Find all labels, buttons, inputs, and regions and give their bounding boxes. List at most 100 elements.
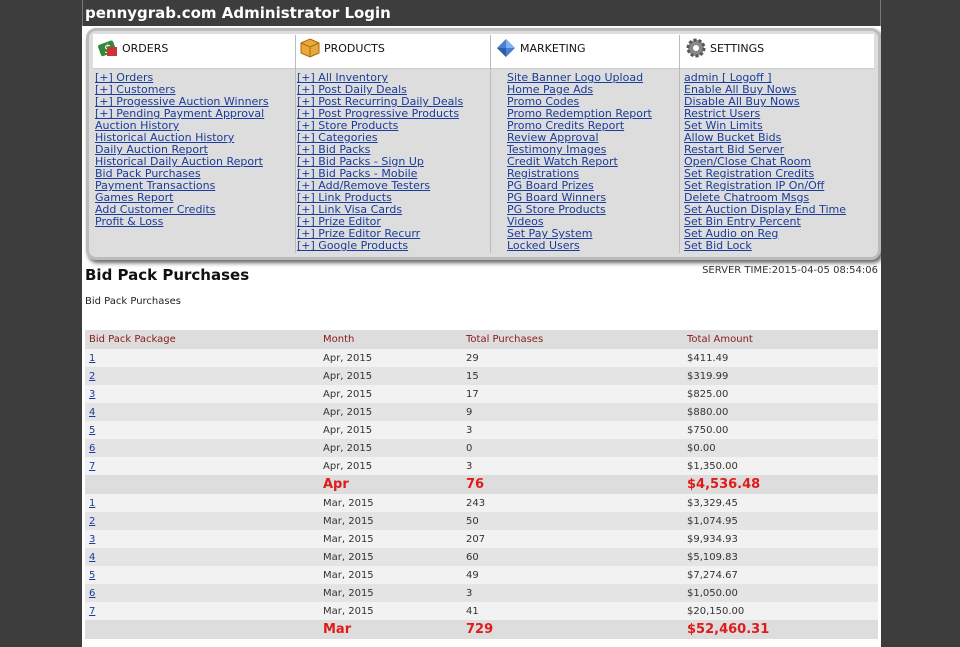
purchases-cell: 3	[462, 421, 683, 439]
table-row: 7 Apr, 2015 3 $1,350.00	[85, 457, 878, 475]
menu-link-locked-users[interactable]: Locked Users	[507, 239, 580, 252]
menu-link-games-report[interactable]: Games Report	[95, 191, 174, 204]
total-label-cell	[85, 475, 319, 494]
package-link[interactable]: 5	[89, 569, 96, 581]
purchases-cell: 3	[462, 457, 683, 475]
package-link[interactable]: 1	[89, 497, 96, 509]
column-header-month: Month	[319, 330, 462, 349]
menu-link-restrict-users[interactable]: Restrict Users	[684, 107, 761, 120]
menu-link-bid-packs-mobile[interactable]: [+] Bid Packs - Mobile	[297, 167, 418, 180]
purchases-cell: 60	[462, 548, 683, 566]
package-cell: 1	[85, 349, 319, 367]
menu-link-customers[interactable]: [+] Customers	[95, 83, 176, 96]
menu-link-prize-editor-recurr[interactable]: [+] Prize Editor Recurr	[297, 227, 421, 240]
menu-link-add-remove-testers[interactable]: [+] Add/Remove Testers	[297, 179, 431, 192]
table-row: 6 Apr, 2015 0 $0.00	[85, 439, 878, 457]
menu-link-pg-board-winners[interactable]: PG Board Winners	[507, 191, 607, 204]
package-link[interactable]: 6	[89, 587, 96, 599]
menu-link-google-products[interactable]: [+] Google Products	[297, 239, 409, 252]
menu-link-orders[interactable]: [+] Orders	[95, 71, 154, 84]
menu-link-bid-packs-sign-up[interactable]: [+] Bid Packs - Sign Up	[297, 155, 424, 168]
menu-link-pg-store-products[interactable]: PG Store Products	[507, 203, 606, 216]
menu-link-historical-daily-auction-report[interactable]: Historical Daily Auction Report	[95, 155, 263, 168]
menu-link-open-close-chat-room[interactable]: Open/Close Chat Room	[684, 155, 812, 168]
menu-link-videos[interactable]: Videos	[507, 215, 544, 228]
menu-link-review-approval[interactable]: Review Approval	[507, 131, 599, 144]
package-cell: 5	[85, 421, 319, 439]
month-cell: Apr, 2015	[319, 367, 462, 385]
menu-link-promo-credits-report[interactable]: Promo Credits Report	[507, 119, 625, 132]
menu-link-disable-all-buy-nows[interactable]: Disable All Buy Nows	[684, 95, 800, 108]
menu-link-delete-chatroom-msgs[interactable]: Delete Chatroom Msgs	[684, 191, 810, 204]
menu-link-admin-logoff[interactable]: admin [ Logoff ]	[684, 71, 772, 84]
menu-link-promo-redemption-report[interactable]: Promo Redemption Report	[507, 107, 652, 120]
menu-link-set-bin-entry-percent[interactable]: Set Bin Entry Percent	[684, 215, 801, 228]
menu-link-categories[interactable]: [+] Categories	[297, 131, 378, 144]
table-row: 3 Mar, 2015 207 $9,934.93	[85, 530, 878, 548]
menu-link-auction-history[interactable]: Auction History	[95, 119, 180, 132]
column-divider	[295, 35, 296, 253]
marketing-title: MARKETING	[520, 41, 586, 55]
menu-link-set-registration-ip[interactable]: Set Registration IP On/Off	[684, 179, 825, 192]
menu-link-bid-pack-purchases[interactable]: Bid Pack Purchases	[95, 167, 201, 180]
menu-link-prize-editor[interactable]: [+] Prize Editor	[297, 215, 381, 228]
package-link[interactable]: 1	[89, 352, 96, 364]
menu-link-payment-transactions[interactable]: Payment Transactions	[95, 179, 216, 192]
package-link[interactable]: 4	[89, 551, 96, 563]
table-row: 4 Mar, 2015 60 $5,109.83	[85, 548, 878, 566]
menu-link-bid-packs[interactable]: [+] Bid Packs	[297, 143, 371, 156]
menu-link-set-auction-display-end-time[interactable]: Set Auction Display End Time	[684, 203, 847, 216]
menu-link-all-inventory[interactable]: [+] All Inventory	[297, 71, 388, 84]
menu-link-post-daily-deals[interactable]: [+] Post Daily Deals	[297, 83, 407, 96]
package-link[interactable]: 3	[89, 533, 96, 545]
package-link[interactable]: 3	[89, 388, 96, 400]
menu-link-set-pay-system[interactable]: Set Pay System	[507, 227, 593, 240]
package-link[interactable]: 7	[89, 605, 96, 617]
menu-link-add-customer-credits[interactable]: Add Customer Credits	[95, 203, 216, 216]
menu-link-promo-codes[interactable]: Promo Codes	[507, 95, 580, 108]
menu-link-pending-payment-approval[interactable]: [+] Pending Payment Approval	[95, 107, 265, 120]
column-header-total-amount: Total Amount	[683, 330, 878, 349]
menu-link-testimony-images[interactable]: Testimony Images	[507, 143, 607, 156]
menu-link-registrations[interactable]: Registrations	[507, 167, 580, 180]
table-total-row: Mar 729 $52,460.31	[85, 620, 878, 639]
menu-link-credit-watch-report[interactable]: Credit Watch Report	[507, 155, 618, 168]
menu-link-post-recurring-daily-deals[interactable]: [+] Post Recurring Daily Deals	[297, 95, 464, 108]
package-link[interactable]: 2	[89, 515, 96, 527]
menu-link-daily-auction-report[interactable]: Daily Auction Report	[95, 143, 208, 156]
amount-cell: $9,934.93	[683, 530, 878, 548]
package-cell: 6	[85, 439, 319, 457]
month-cell: Mar, 2015	[319, 602, 462, 620]
menu-link-set-audio-on-reg[interactable]: Set Audio on Reg	[684, 227, 779, 240]
package-cell: 4	[85, 548, 319, 566]
menu-link-set-bid-lock[interactable]: Set Bid Lock	[684, 239, 752, 252]
amount-cell: $1,074.95	[683, 512, 878, 530]
menu-link-home-page-ads[interactable]: Home Page Ads	[507, 83, 594, 96]
purchases-cell: 17	[462, 385, 683, 403]
table-row: 2 Apr, 2015 15 $319.99	[85, 367, 878, 385]
package-link[interactable]: 2	[89, 370, 96, 382]
menu-link-site-banner-logo-upload[interactable]: Site Banner Logo Upload	[507, 71, 644, 84]
menu-link-set-registration-credits[interactable]: Set Registration Credits	[684, 167, 815, 180]
package-link[interactable]: 7	[89, 460, 96, 472]
menu-link-post-progressive-products[interactable]: [+] Post Progressive Products	[297, 107, 460, 120]
menu-link-enable-all-buy-nows[interactable]: Enable All Buy Nows	[684, 83, 797, 96]
purchases-cell: 0	[462, 439, 683, 457]
package-link[interactable]: 5	[89, 424, 96, 436]
bid-pack-purchases-table: Bid Pack Package Month Total Purchases T…	[85, 330, 878, 639]
menu-link-historical-auction-history[interactable]: Historical Auction History	[95, 131, 235, 144]
menu-link-progressive-auction-winners[interactable]: [+] Progessive Auction Winners	[95, 95, 269, 108]
menu-link-profit-loss[interactable]: Profit & Loss	[95, 215, 164, 228]
menu-link-restart-bid-server[interactable]: Restart Bid Server	[684, 143, 785, 156]
package-link[interactable]: 4	[89, 406, 96, 418]
menu-link-store-products[interactable]: [+] Store Products	[297, 119, 399, 132]
menu-link-allow-bucket-bids[interactable]: Allow Bucket Bids	[684, 131, 782, 144]
package-cell: 7	[85, 602, 319, 620]
menu-link-set-win-limits[interactable]: Set Win Limits	[684, 119, 763, 132]
menu-link-link-visa-cards[interactable]: [+] Link Visa Cards	[297, 203, 403, 216]
settings-column: SETTINGS	[685, 31, 865, 65]
menu-link-pg-board-prizes[interactable]: PG Board Prizes	[507, 179, 594, 192]
package-link[interactable]: 6	[89, 442, 96, 454]
table-row: 3 Apr, 2015 17 $825.00	[85, 385, 878, 403]
menu-link-link-products[interactable]: [+] Link Products	[297, 191, 392, 204]
